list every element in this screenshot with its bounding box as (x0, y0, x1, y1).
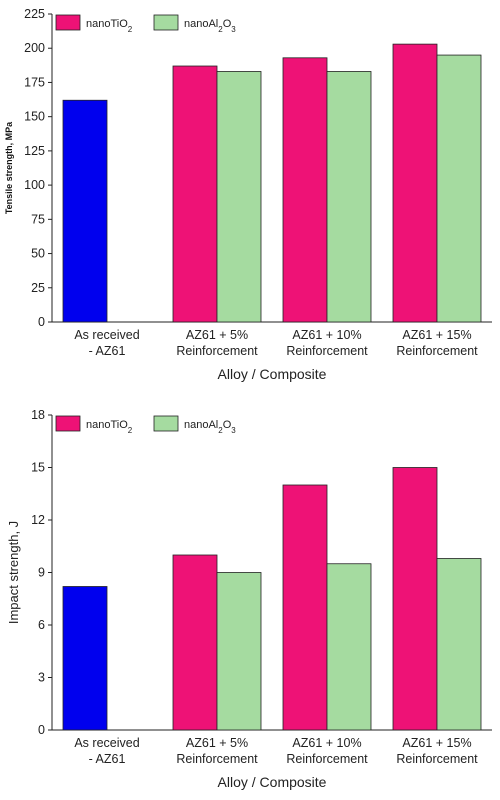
impact-bar-nanoal2o3-3 (436, 558, 482, 731)
tensile-bar-nanotio2-1 (172, 65, 218, 323)
impact-legend-label-nanoal2o3: nanoAl2O3 (184, 419, 236, 435)
impact-category-label-line2: Reinforcement (286, 752, 368, 766)
impact-y-tick-label: 15 (31, 461, 45, 475)
impact-bar-nanotio2-2 (282, 484, 328, 731)
tensile-x-axis-label: Alloy / Composite (218, 366, 327, 382)
tensile-bar-nanoal2o3-3 (436, 54, 482, 323)
tensile-legend-swatch-nanoal2o3 (153, 14, 179, 31)
impact-x-axis-label: Alloy / Composite (218, 774, 327, 790)
impact-category-label-line1: AZ61 + 10% (292, 736, 361, 750)
tensile-bar-nanoal2o3-2 (326, 71, 372, 323)
impact-category-label-line1: AZ61 + 15% (402, 736, 471, 750)
tensile-legend-label-nanoal2o3: nanoAl2O3 (184, 18, 236, 34)
tensile-category-label-line1: AZ61 + 15% (402, 328, 471, 342)
impact-y-tick-label: 0 (38, 723, 45, 737)
tensile-y-tick-label: 75 (31, 212, 45, 226)
impact-y-axis-label: Impact strength, J (6, 521, 21, 624)
impact-y-tick-label: 12 (31, 513, 45, 527)
impact-bar-nanotio2-3 (392, 467, 438, 731)
impact-category-label-line1: AZ61 + 5% (186, 736, 248, 750)
impact-bar-nanoal2o3-1 (216, 572, 262, 731)
tensile-bar-nanotio2-3 (392, 43, 438, 323)
impact-category-label-line2: - AZ61 (89, 752, 126, 766)
impact-category-label-line2: Reinforcement (176, 752, 258, 766)
impact-strength-chart: 0 3 6 9 12 15 18 Impact strength, J As received -… (6, 408, 492, 790)
tensile-bar-as-received (62, 99, 108, 323)
tensile-legend-swatch-nanotio2 (55, 14, 81, 31)
tensile-y-tick-label: 150 (24, 110, 45, 124)
tensile-y-tick-label: 225 (24, 7, 45, 21)
impact-category-label-line1: As received (74, 736, 139, 750)
tensile-y-axis-label: Tensile strength, MPa (4, 121, 14, 214)
tensile-strength-chart: 0 25 50 75 100 125 150 175 200 225 Tensile strengt… (4, 7, 492, 382)
tensile-category-label-line2: - AZ61 (89, 344, 126, 358)
impact-legend-swatch-nanoal2o3 (153, 415, 179, 432)
tensile-y-tick-label: 200 (24, 41, 45, 55)
tensile-bar-nanotio2-2 (282, 57, 328, 323)
tensile-category-label-line2: Reinforcement (396, 344, 478, 358)
impact-bar-nanotio2-1 (172, 554, 218, 731)
impact-bar-as-received (62, 586, 108, 731)
tensile-y-tick-label: 0 (38, 315, 45, 329)
impact-y-tick-label: 3 (38, 671, 45, 685)
impact-legend-swatch-nanotio2 (55, 415, 81, 432)
tensile-category-label-line1: AZ61 + 10% (292, 328, 361, 342)
tensile-category-label-line1: As received (74, 328, 139, 342)
tensile-y-tick-label: 125 (24, 144, 45, 158)
tensile-category-label-line2: Reinforcement (286, 344, 368, 358)
tensile-y-tick-label: 175 (24, 75, 45, 89)
tensile-bar-nanoal2o3-1 (216, 71, 262, 323)
impact-legend-label-nanotio2: nanoTiO2 (86, 419, 133, 435)
impact-y-tick-label: 9 (38, 566, 45, 580)
impact-bar-nanoal2o3-2 (326, 563, 372, 731)
impact-y-tick-label: 18 (31, 408, 45, 422)
impact-y-tick-label: 6 (38, 618, 45, 632)
tensile-legend-label-nanotio2: nanoTiO2 (86, 18, 133, 34)
tensile-category-label-line1: AZ61 + 5% (186, 328, 248, 342)
tensile-y-tick-label: 100 (24, 178, 45, 192)
tensile-category-label-line2: Reinforcement (176, 344, 258, 358)
tensile-y-tick-label: 50 (31, 247, 45, 261)
impact-category-label-line2: Reinforcement (396, 752, 478, 766)
tensile-y-tick-label: 25 (31, 281, 45, 295)
